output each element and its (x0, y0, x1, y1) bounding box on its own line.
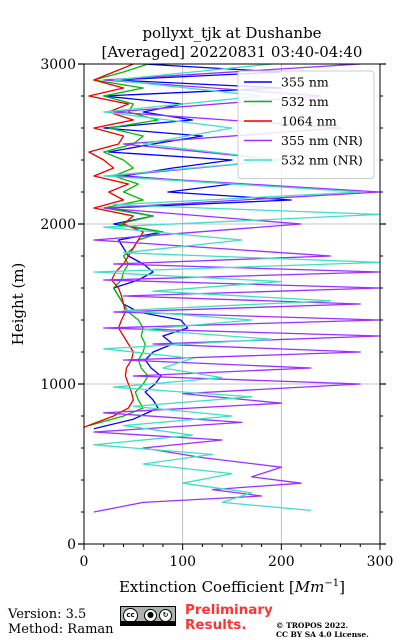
y-tick-label: 2000 (40, 217, 76, 233)
x-tick-label: 100 (169, 554, 196, 570)
chart-title-line2: [Averaged] 20220831 03:40-04:40 (102, 43, 363, 61)
y-tick-label: 0 (67, 537, 76, 553)
x-tick-label: 200 (268, 554, 295, 570)
legend-label: 1064 nm (281, 114, 337, 129)
legend-label: 355 nm (NR) (281, 133, 363, 148)
legend-label: 355 nm (281, 75, 329, 90)
legend: 355 nm 532 nm 1064 nm 355 nm (NR) 532 nm (NR… (237, 70, 375, 179)
legend-box (237, 70, 375, 179)
axis-ticks (78, 63, 386, 550)
preliminary-results-notice: Preliminary Results. (185, 602, 273, 633)
series-line-532-nm-nr- (93, 64, 380, 512)
plot-frame (83, 63, 381, 545)
cc-by-sa-license-icon: cc ● ↻ (120, 606, 176, 626)
x-tick-label: 300 (367, 554, 394, 570)
series-line-355-nm (93, 64, 292, 430)
x-axis-label: Extinction Coefficient [Mm−1] (119, 578, 345, 596)
y-axis-label: Height (m) (9, 263, 27, 346)
series-line-355-nm-nr- (93, 64, 380, 513)
legend-label: 532 nm (NR) (281, 153, 363, 168)
chart-title-line1: pollyxt_tjk at Dushanbe (142, 24, 321, 42)
y-tick-label: 3000 (40, 57, 76, 73)
version-text: Version: 3.5 (8, 607, 87, 622)
copyright-line1: © TROPOS 2022. (276, 621, 349, 630)
series-lines (84, 64, 380, 513)
y-tick-label: 1000 (40, 377, 76, 393)
legend-label: 532 nm (281, 94, 329, 109)
series-line-1064-nm (84, 64, 144, 428)
x-tick-label: 0 (80, 554, 89, 570)
method-text: Method: Raman (8, 622, 114, 637)
copyright-line2: CC BY SA 4.0 License. (276, 630, 369, 639)
